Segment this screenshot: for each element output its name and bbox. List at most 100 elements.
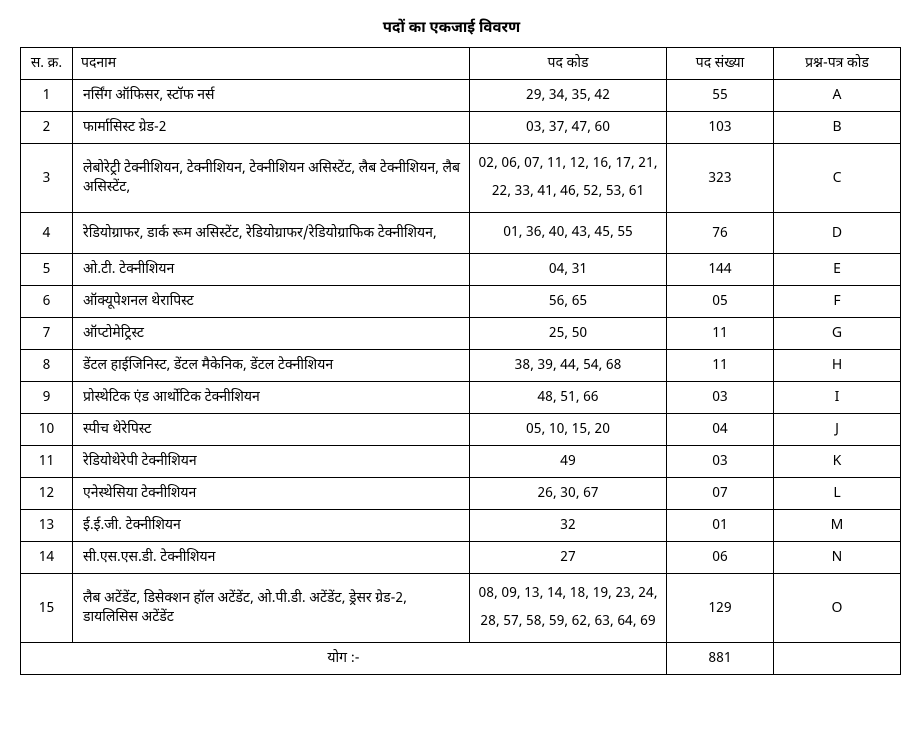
header-sn: स. क्र. — [21, 48, 73, 80]
cell-code: 01, 36, 40, 43, 45, 55 — [470, 213, 667, 254]
cell-sn: 9 — [21, 382, 73, 414]
table-row: 1नर्सिंग ऑफिसर, स्टॉफ नर्स29, 34, 35, 42… — [21, 80, 901, 112]
cell-sn: 7 — [21, 318, 73, 350]
cell-paper: J — [774, 414, 901, 446]
cell-paper: O — [774, 574, 901, 643]
cell-paper: B — [774, 112, 901, 144]
table-row: 12एनेस्थेसिया टेक्नीशियन26, 30, 6707L — [21, 478, 901, 510]
cell-name: सी.एस.एस.डी. टेक्नीशियन — [73, 542, 470, 574]
header-name: पदनाम — [73, 48, 470, 80]
cell-name: ऑक्यूपेशनल थेरापिस्ट — [73, 286, 470, 318]
cell-code: 05, 10, 15, 20 — [470, 414, 667, 446]
table-container: पदों का एकजाई विवरण स. क्र. पदनाम पद कोड… — [20, 20, 883, 675]
cell-code: 04, 31 — [470, 254, 667, 286]
footer-empty — [774, 643, 901, 675]
header-count: पद संख्या — [667, 48, 774, 80]
cell-sn: 4 — [21, 213, 73, 254]
cell-name: ई.ई.जी. टेक्नीशियन — [73, 510, 470, 542]
cell-sn: 10 — [21, 414, 73, 446]
cell-name: लैब अटेंडेंट, डिसेक्शन हॉल अटेंडेंट, ओ.प… — [73, 574, 470, 643]
cell-count: 03 — [667, 446, 774, 478]
footer-total: 881 — [667, 643, 774, 675]
cell-count: 05 — [667, 286, 774, 318]
cell-paper: A — [774, 80, 901, 112]
table-row: 5ओ.टी. टेक्नीशियन04, 31144E — [21, 254, 901, 286]
cell-count: 11 — [667, 350, 774, 382]
cell-sn: 8 — [21, 350, 73, 382]
cell-paper: H — [774, 350, 901, 382]
cell-sn: 15 — [21, 574, 73, 643]
cell-name: ऑप्टोमेट्रिस्ट — [73, 318, 470, 350]
table-row: 6ऑक्यूपेशनल थेरापिस्ट56, 6505F — [21, 286, 901, 318]
cell-count: 144 — [667, 254, 774, 286]
table-row: 11रेडियोथेरेपी टेक्नीशियन4903K — [21, 446, 901, 478]
cell-code: 29, 34, 35, 42 — [470, 80, 667, 112]
cell-count: 76 — [667, 213, 774, 254]
cell-paper: D — [774, 213, 901, 254]
cell-paper: L — [774, 478, 901, 510]
cell-sn: 3 — [21, 144, 73, 213]
cell-name: रेडियोग्राफर, डार्क रूम असिस्टेंट, रेडिय… — [73, 213, 470, 254]
cell-name: नर्सिंग ऑफिसर, स्टॉफ नर्स — [73, 80, 470, 112]
cell-code: 27 — [470, 542, 667, 574]
cell-count: 129 — [667, 574, 774, 643]
cell-code: 49 — [470, 446, 667, 478]
cell-paper: K — [774, 446, 901, 478]
cell-sn: 11 — [21, 446, 73, 478]
cell-name: डेंटल हाईजिनिस्ट, डेंटल मैकेनिक, डेंटल ट… — [73, 350, 470, 382]
cell-count: 103 — [667, 112, 774, 144]
table-row: 15लैब अटेंडेंट, डिसेक्शन हॉल अटेंडेंट, ओ… — [21, 574, 901, 643]
cell-code: 03, 37, 47, 60 — [470, 112, 667, 144]
table-row: 13ई.ई.जी. टेक्नीशियन3201M — [21, 510, 901, 542]
cell-name: रेडियोथेरेपी टेक्नीशियन — [73, 446, 470, 478]
cell-sn: 1 — [21, 80, 73, 112]
cell-name: लेबोरेट्री टेक्नीशियन, टेक्नीशियन, टेक्न… — [73, 144, 470, 213]
cell-paper: F — [774, 286, 901, 318]
cell-paper: I — [774, 382, 901, 414]
cell-code: 32 — [470, 510, 667, 542]
table-row: 4रेडियोग्राफर, डार्क रूम असिस्टेंट, रेडि… — [21, 213, 901, 254]
table-footer: योग :- 881 — [21, 643, 901, 675]
cell-code: 08, 09, 13, 14, 18, 19, 23, 24, 28, 57, … — [470, 574, 667, 643]
cell-count: 04 — [667, 414, 774, 446]
table-header: स. क्र. पदनाम पद कोड पद संख्या प्रश्न-पत… — [21, 48, 901, 80]
cell-name: फार्मासिस्ट ग्रेड-2 — [73, 112, 470, 144]
cell-count: 03 — [667, 382, 774, 414]
cell-sn: 14 — [21, 542, 73, 574]
cell-sn: 12 — [21, 478, 73, 510]
cell-name: ओ.टी. टेक्नीशियन — [73, 254, 470, 286]
table-row: 2फार्मासिस्ट ग्रेड-203, 37, 47, 60103B — [21, 112, 901, 144]
cell-count: 323 — [667, 144, 774, 213]
table-row: 8डेंटल हाईजिनिस्ट, डेंटल मैकेनिक, डेंटल … — [21, 350, 901, 382]
cell-paper: G — [774, 318, 901, 350]
cell-count: 07 — [667, 478, 774, 510]
cell-paper: M — [774, 510, 901, 542]
table-row: 3लेबोरेट्री टेक्नीशियन, टेक्नीशियन, टेक्… — [21, 144, 901, 213]
page-title: पदों का एकजाई विवरण — [20, 20, 883, 39]
cell-count: 06 — [667, 542, 774, 574]
table-row: 10स्पीच थेरेपिस्ट05, 10, 15, 2004J — [21, 414, 901, 446]
cell-paper: E — [774, 254, 901, 286]
header-code: पद कोड — [470, 48, 667, 80]
table-row: 7ऑप्टोमेट्रिस्ट25, 5011G — [21, 318, 901, 350]
table-body: 1नर्सिंग ऑफिसर, स्टॉफ नर्स29, 34, 35, 42… — [21, 80, 901, 643]
cell-code: 38, 39, 44, 54, 68 — [470, 350, 667, 382]
cell-count: 55 — [667, 80, 774, 112]
cell-paper: N — [774, 542, 901, 574]
cell-sn: 13 — [21, 510, 73, 542]
cell-paper: C — [774, 144, 901, 213]
footer-label: योग :- — [21, 643, 667, 675]
cell-code: 56, 65 — [470, 286, 667, 318]
table-row: 9प्रोस्थेटिक एंड आर्थोटिक टेक्नीशियन48, … — [21, 382, 901, 414]
cell-code: 26, 30, 67 — [470, 478, 667, 510]
cell-name: प्रोस्थेटिक एंड आर्थोटिक टेक्नीशियन — [73, 382, 470, 414]
cell-sn: 6 — [21, 286, 73, 318]
cell-code: 25, 50 — [470, 318, 667, 350]
cell-count: 01 — [667, 510, 774, 542]
cell-code: 02, 06, 07, 11, 12, 16, 17, 21, 22, 33, … — [470, 144, 667, 213]
cell-count: 11 — [667, 318, 774, 350]
header-paper: प्रश्न-पत्र कोड — [774, 48, 901, 80]
table-row: 14सी.एस.एस.डी. टेक्नीशियन2706N — [21, 542, 901, 574]
cell-code: 48, 51, 66 — [470, 382, 667, 414]
cell-name: स्पीच थेरेपिस्ट — [73, 414, 470, 446]
